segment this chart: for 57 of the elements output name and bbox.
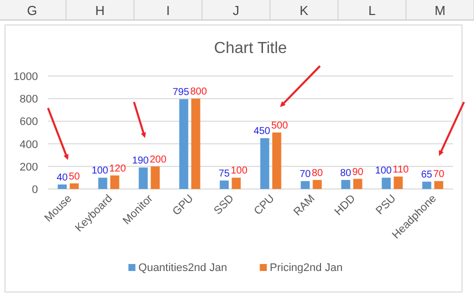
data-label: 80 — [312, 168, 324, 179]
data-label: 120 — [109, 163, 126, 174]
text: L — [368, 3, 376, 18]
bar — [300, 181, 310, 189]
data-label: 75 — [218, 168, 230, 180]
bar — [70, 183, 79, 189]
bar — [312, 180, 322, 189]
data-label: 100 — [230, 166, 248, 177]
bar — [191, 98, 200, 189]
chart-title: Chart Title — [214, 40, 288, 57]
data-label: 90 — [352, 166, 364, 178]
data-label: 100 — [92, 166, 109, 177]
text: J — [232, 3, 240, 18]
bar — [232, 178, 241, 189]
y-tick-label: 1000 — [14, 71, 38, 83]
bar — [220, 180, 229, 189]
y-tick-label: 800 — [20, 94, 38, 106]
data-label: 110 — [392, 164, 410, 176]
data-label: 500 — [271, 120, 288, 132]
bar — [353, 178, 362, 189]
data-label: 70 — [433, 169, 445, 180]
y-tick-label: 200 — [20, 161, 38, 174]
data-label: 50 — [68, 171, 80, 182]
bar — [341, 180, 350, 189]
y-tick-label: 400 — [20, 138, 38, 151]
data-label: 70 — [300, 169, 312, 180]
text: H — [95, 3, 105, 18]
text: K — [300, 3, 309, 18]
text: M — [434, 3, 446, 18]
text: I — [166, 3, 170, 18]
bar — [422, 182, 432, 189]
data-label: 795 — [172, 87, 190, 98]
bar — [58, 184, 67, 189]
bar — [150, 166, 160, 189]
legend-label: Pricing2nd Jan — [270, 262, 343, 274]
data-label: 65 — [421, 170, 433, 181]
data-label: 450 — [254, 126, 271, 138]
bar — [394, 176, 403, 189]
legend-label: Quantities2nd Jan — [138, 262, 228, 274]
data-label: 40 — [56, 172, 68, 184]
y-tick-label: 600 — [20, 116, 38, 128]
bar — [382, 178, 391, 189]
bar — [260, 138, 270, 189]
bar — [98, 178, 108, 189]
data-label: 800 — [190, 86, 208, 98]
data-label: 200 — [150, 154, 167, 166]
data-label: 100 — [375, 166, 392, 177]
y-tick-label: 0 — [32, 184, 38, 196]
bar — [179, 99, 188, 189]
bar — [434, 181, 444, 189]
x-tick-label: SSD — [212, 192, 236, 218]
data-label: 80 — [340, 168, 352, 179]
bar — [272, 132, 282, 189]
data-label: 190 — [132, 156, 150, 167]
bar — [138, 168, 148, 189]
text: G — [26, 3, 38, 18]
bar — [110, 175, 120, 189]
